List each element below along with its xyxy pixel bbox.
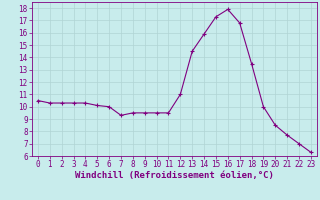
X-axis label: Windchill (Refroidissement éolien,°C): Windchill (Refroidissement éolien,°C) xyxy=(75,171,274,180)
